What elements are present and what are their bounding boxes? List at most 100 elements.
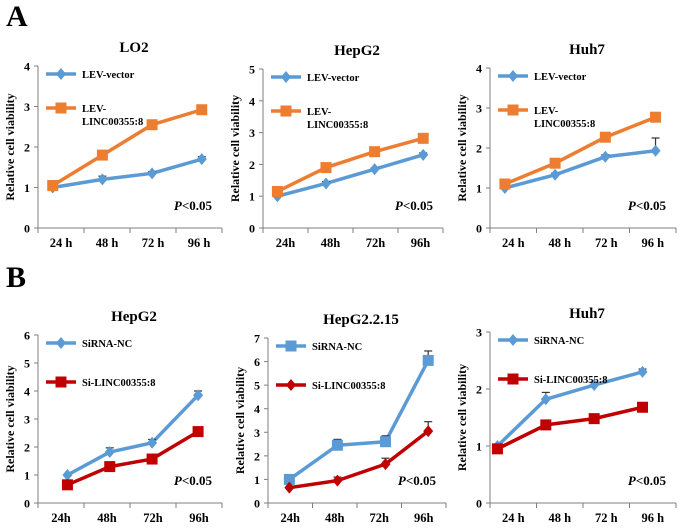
data-point: [284, 481, 295, 494]
series-line: [276, 153, 424, 198]
series-2: [499, 111, 662, 190]
y-tick-label: 4: [24, 60, 30, 74]
data-point: [491, 443, 503, 455]
data-point: [104, 461, 116, 473]
data-point: [97, 173, 108, 186]
data-point: [271, 185, 283, 197]
data-point: [96, 149, 108, 161]
data-point: [549, 157, 561, 169]
series-1: [272, 148, 429, 203]
legend-label: SiRNA-NC: [82, 339, 132, 350]
x-tick-label: 72 h: [142, 236, 165, 250]
data-point: [147, 167, 158, 180]
series-1: [62, 389, 204, 481]
x-tick-label: 24 h: [502, 236, 525, 250]
data-point: [146, 119, 158, 131]
y-tick-label: 3: [24, 413, 30, 427]
x-tick-label: 96 h: [188, 236, 211, 250]
data-point: [104, 446, 115, 459]
p-value-label: P<0.05: [395, 198, 434, 213]
x-tick-label: 96h: [414, 511, 434, 525]
series-line: [52, 157, 203, 190]
data-point: [637, 401, 649, 413]
data-point: [196, 153, 207, 166]
series-line: [289, 429, 430, 490]
data-point: [283, 473, 295, 485]
p-value-label: P<0.05: [628, 198, 667, 213]
p-value-symbol: P: [174, 473, 183, 488]
data-point: [589, 379, 600, 392]
data-point: [637, 365, 648, 378]
series-line: [51, 108, 203, 187]
data-point: [369, 163, 380, 176]
data-point: [146, 453, 158, 465]
legend-swatch-marker: [508, 334, 518, 346]
legend-swatch-marker: [280, 105, 292, 117]
chart-4: HepG2 0 1 2 3 4 5 6 Relative cell viability 24h 48…: [3, 309, 223, 525]
y-tick-label: 2: [476, 383, 482, 397]
x-tick-label: 72h: [370, 511, 390, 525]
x-tick-label: 48 h: [96, 236, 119, 250]
y-tick-label: 6: [24, 329, 30, 343]
y-tick-label: 1: [24, 181, 30, 195]
p-value-symbol: P: [628, 473, 637, 488]
data-point: [550, 168, 561, 181]
data-point: [47, 179, 59, 191]
p-value-threshold: <0.05: [636, 198, 667, 213]
p-value-threshold: <0.05: [182, 198, 213, 213]
y-tick-label: 0: [476, 222, 482, 236]
data-point: [423, 425, 434, 438]
x-tick-label: 72h: [366, 236, 386, 250]
series-line: [504, 115, 657, 186]
x-tick-label: 72 h: [595, 236, 618, 250]
legend-swatch-marker: [281, 71, 291, 83]
panel-label-b: B: [6, 261, 27, 294]
series-line: [504, 149, 656, 190]
legend-label: LEV-: [534, 106, 559, 117]
chart-6: Huh7 0 1 2 3 Relative cell viability 24 h 48 h 7…: [455, 306, 677, 525]
y-tick-label: 1: [249, 190, 255, 204]
x-tick-label: 48h: [97, 511, 117, 525]
data-point: [599, 131, 611, 143]
x-tick-label: 24h: [51, 511, 71, 525]
y-axis-label: Relative cell viability: [3, 365, 17, 472]
y-tick-label: 2: [254, 449, 260, 463]
data-point: [650, 144, 661, 157]
legend-swatch-marker: [507, 373, 519, 385]
legend-label: LEV-: [82, 104, 107, 115]
y-tick-label: 5: [254, 379, 260, 393]
y-tick-label: 1: [24, 469, 30, 483]
legend-swatch-marker: [286, 379, 296, 391]
x-tick-label: 48 h: [548, 236, 571, 250]
data-point: [321, 177, 331, 190]
legend-swatch-marker: [55, 376, 67, 388]
x-tick-label: 96 h: [641, 511, 664, 525]
x-tick-label: 72h: [143, 511, 163, 525]
y-tick-label: 0: [476, 497, 482, 511]
legend-swatch-marker: [56, 337, 66, 349]
series-1: [283, 350, 434, 485]
y-tick-label: 0: [249, 222, 255, 236]
y-tick-label: 5: [24, 357, 30, 371]
series-line: [66, 430, 199, 487]
series-1: [499, 137, 661, 194]
chart-1: LO2 0 1 2 3 4 Relative cell viability 24 h 48 h 7…: [3, 40, 223, 250]
series-2: [491, 401, 649, 455]
legend-label: SiRNA-NC: [312, 342, 362, 353]
legend-label: SiRNA-NC: [534, 336, 584, 347]
series-2: [61, 426, 204, 491]
legend-label: LINC00355:8: [82, 117, 143, 128]
chart-3: Huh7 0 1 2 3 4 Relative cell viability 24 h 48 h…: [455, 42, 677, 250]
y-tick-label: 3: [24, 100, 30, 114]
data-point: [61, 479, 73, 491]
y-tick-label: 3: [476, 326, 482, 340]
legend-label: LEV-vector: [82, 70, 135, 81]
legend-swatch-marker: [508, 70, 518, 82]
legend-swatch-marker: [285, 340, 297, 352]
y-tick-label: 1: [476, 182, 482, 196]
series-line: [276, 136, 424, 194]
y-tick-label: 1: [476, 440, 482, 454]
chart-title: HepG2: [334, 43, 380, 59]
data-point: [332, 474, 343, 487]
